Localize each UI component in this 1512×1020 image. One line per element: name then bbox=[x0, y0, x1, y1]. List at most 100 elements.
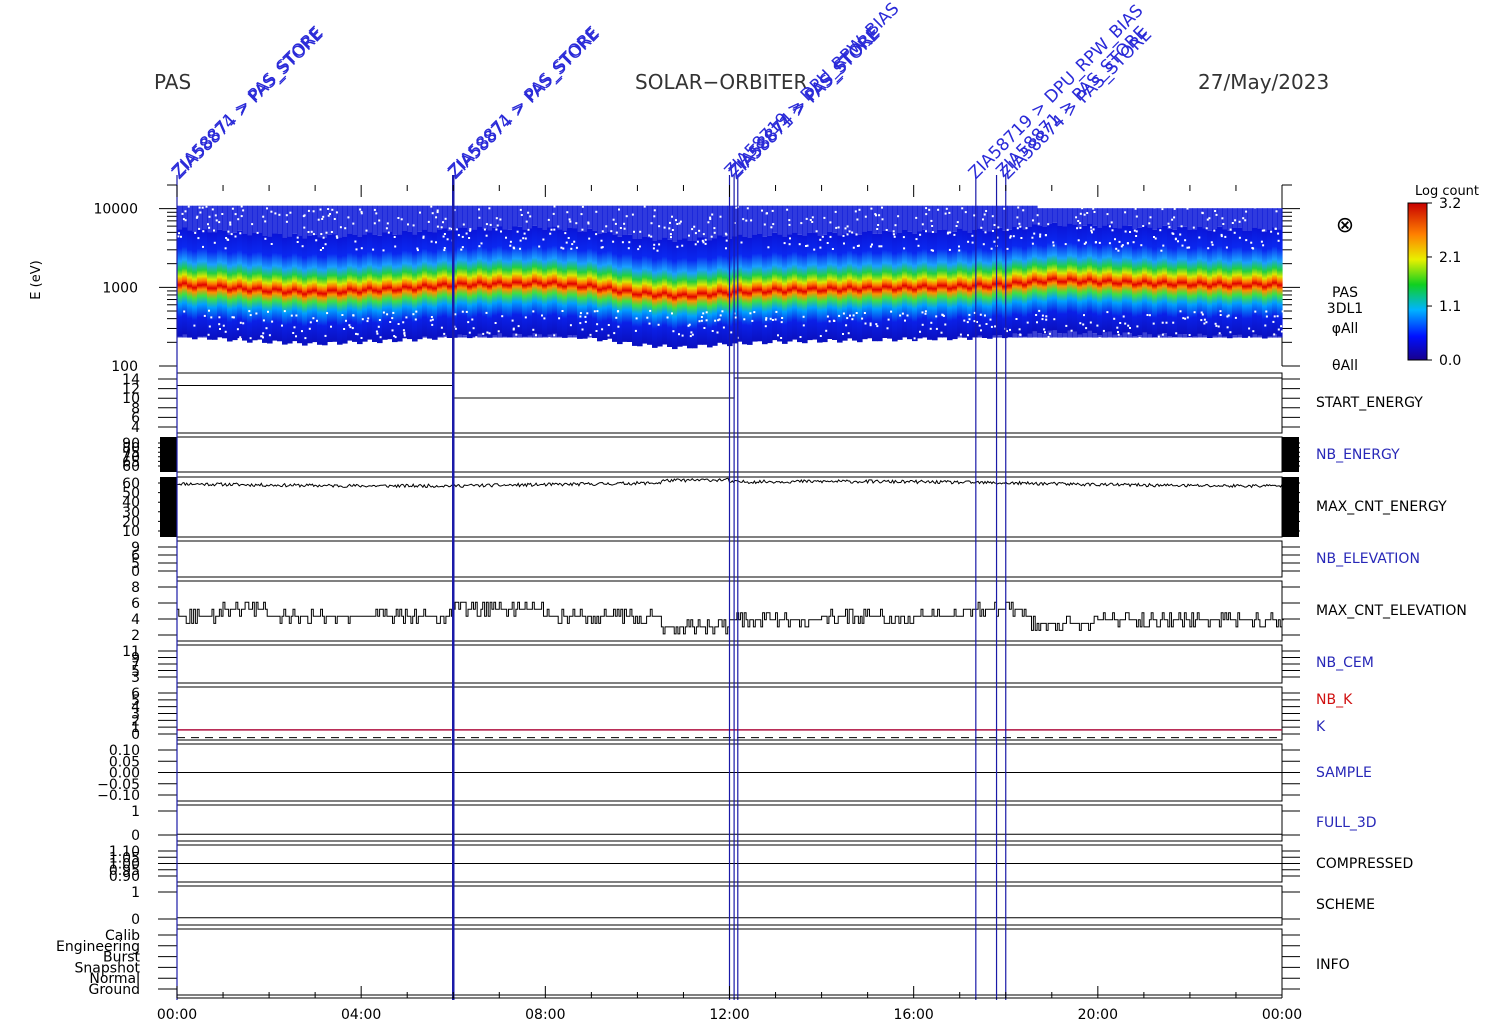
spectrogram-speckle bbox=[890, 310, 893, 313]
spectrogram-column bbox=[662, 237, 668, 345]
spectrogram-column bbox=[367, 232, 373, 340]
spectrogram-speckle bbox=[527, 211, 530, 214]
spectrogram-noise-bottom bbox=[1167, 336, 1173, 338]
spectrogram-speckle bbox=[1263, 229, 1266, 232]
spectrogram-column bbox=[517, 226, 523, 334]
spectrogram-column bbox=[982, 230, 988, 338]
spectrogram-noise-top bbox=[617, 205, 623, 237]
spectrogram-noise-top bbox=[1187, 208, 1193, 230]
panel-tick-label: 1 bbox=[131, 804, 140, 820]
spectrogram-speckle bbox=[485, 234, 488, 237]
spectrogram-speckle bbox=[1177, 240, 1179, 243]
spectrogram-speckle bbox=[415, 310, 418, 313]
spectrogram-speckle bbox=[800, 222, 803, 225]
spectrogram-noise-top bbox=[917, 205, 923, 232]
spectrogram-noise-top bbox=[192, 205, 198, 233]
spectrogram-speckle bbox=[359, 208, 362, 211]
spectrogram-speckle bbox=[851, 231, 854, 234]
spectrogram-speckle bbox=[229, 221, 232, 224]
panel-tick-label: 0.10 bbox=[109, 743, 140, 759]
spectrogram-speckle bbox=[488, 207, 491, 210]
spectrogram-noise-bottom bbox=[1152, 337, 1158, 338]
spectrogram-speckle bbox=[984, 231, 987, 234]
spectrogram-speckle bbox=[984, 314, 986, 317]
spectrogram-speckle bbox=[1227, 314, 1230, 317]
spectrogram-column bbox=[522, 229, 528, 337]
spectrogram-speckle bbox=[1012, 235, 1015, 238]
spectrogram-speckle bbox=[1041, 314, 1044, 317]
spectrogram-noise-top bbox=[982, 205, 988, 231]
spectrogram-speckle bbox=[845, 324, 848, 327]
spectrogram-speckle bbox=[869, 324, 872, 327]
spectrogram-speckle bbox=[625, 215, 628, 218]
spectrogram-speckle bbox=[331, 208, 334, 211]
instrument-title: PAS bbox=[154, 70, 192, 94]
spectrogram-speckle bbox=[249, 337, 252, 340]
spectrogram-column bbox=[882, 230, 888, 338]
spectrogram-speckle bbox=[605, 225, 608, 228]
spectrogram-speckle bbox=[319, 249, 322, 251]
spectrogram-column bbox=[1062, 226, 1068, 334]
spectrogram-speckle bbox=[687, 324, 690, 327]
spectrogram-speckle bbox=[985, 210, 988, 212]
spectrogram-speckle bbox=[982, 218, 984, 221]
spectrogram-speckle bbox=[963, 319, 966, 322]
spectrogram-speckle bbox=[227, 238, 230, 241]
spectrogram-speckle bbox=[522, 237, 525, 240]
spectrogram-speckle bbox=[429, 319, 432, 322]
spectrogram-speckle bbox=[730, 331, 733, 334]
spectrogram-column bbox=[822, 234, 828, 343]
spectrogram-column bbox=[247, 235, 253, 343]
spectrogram-column bbox=[697, 237, 703, 345]
spectrogram-speckle bbox=[1262, 244, 1265, 247]
spectrogram-speckle bbox=[412, 224, 415, 227]
spectrogram-speckle bbox=[623, 222, 626, 225]
spectrogram-noise-top bbox=[207, 205, 213, 233]
spectrogram-speckle bbox=[1043, 328, 1046, 331]
spectrogram-column bbox=[792, 232, 798, 340]
spectrogram-speckle bbox=[1081, 207, 1084, 210]
spectrogram-speckle bbox=[734, 316, 737, 319]
spectrogram-speckle bbox=[248, 310, 251, 313]
spectrogram-speckle bbox=[440, 326, 443, 329]
spectrogram-speckle bbox=[1120, 245, 1123, 248]
spectrogram-noise-top bbox=[1052, 208, 1058, 223]
spectrogram-speckle bbox=[1075, 216, 1078, 219]
spectrogram-speckle bbox=[1201, 313, 1204, 316]
spectrogram-speckle bbox=[610, 230, 613, 233]
spectrogram-speckle bbox=[967, 240, 970, 243]
spectrogram-column bbox=[582, 231, 588, 339]
spectrogram-speckle bbox=[183, 310, 186, 313]
spectrogram-speckle bbox=[224, 247, 227, 250]
spectrogram-noise-top bbox=[292, 205, 298, 234]
spectrogram-speckle bbox=[1270, 230, 1273, 233]
spectrogram-speckle bbox=[669, 233, 672, 236]
spectrogram-speckle bbox=[569, 220, 572, 223]
spectrogram-speckle bbox=[208, 309, 210, 312]
spectrogram-column bbox=[212, 232, 218, 340]
spectrogram-speckle bbox=[940, 331, 943, 334]
spectrogram-column bbox=[447, 230, 453, 338]
spectrogram-speckle bbox=[1218, 332, 1221, 335]
spectrogram-speckle bbox=[1127, 324, 1130, 327]
spectrogram-noise-top bbox=[417, 205, 423, 232]
spectrogram-speckle bbox=[430, 240, 433, 243]
spectrogram-speckle bbox=[1126, 242, 1129, 245]
spectrogram-speckle bbox=[1111, 229, 1114, 232]
spectrogram-speckle bbox=[548, 337, 551, 340]
spectrogram-column bbox=[817, 235, 823, 343]
spectrogram-speckle bbox=[658, 243, 661, 246]
spectrogram-noise-bottom bbox=[502, 336, 508, 338]
spectrogram-speckle bbox=[1179, 310, 1182, 313]
spectrogram-noise-top bbox=[602, 205, 608, 233]
spectrogram-speckle bbox=[704, 242, 707, 245]
spectrogram-noise-bottom bbox=[1142, 332, 1148, 338]
spectrogram-noise-top bbox=[397, 205, 403, 235]
spectrogram-column bbox=[657, 239, 663, 347]
spectrogram-speckle bbox=[942, 314, 945, 317]
spectrogram-speckle bbox=[270, 243, 273, 245]
spectrogram-side-label: θAll bbox=[1332, 358, 1358, 374]
spectrogram-speckle bbox=[354, 240, 357, 243]
spectrogram-column bbox=[952, 231, 958, 340]
spectrogram-speckle bbox=[615, 316, 618, 319]
